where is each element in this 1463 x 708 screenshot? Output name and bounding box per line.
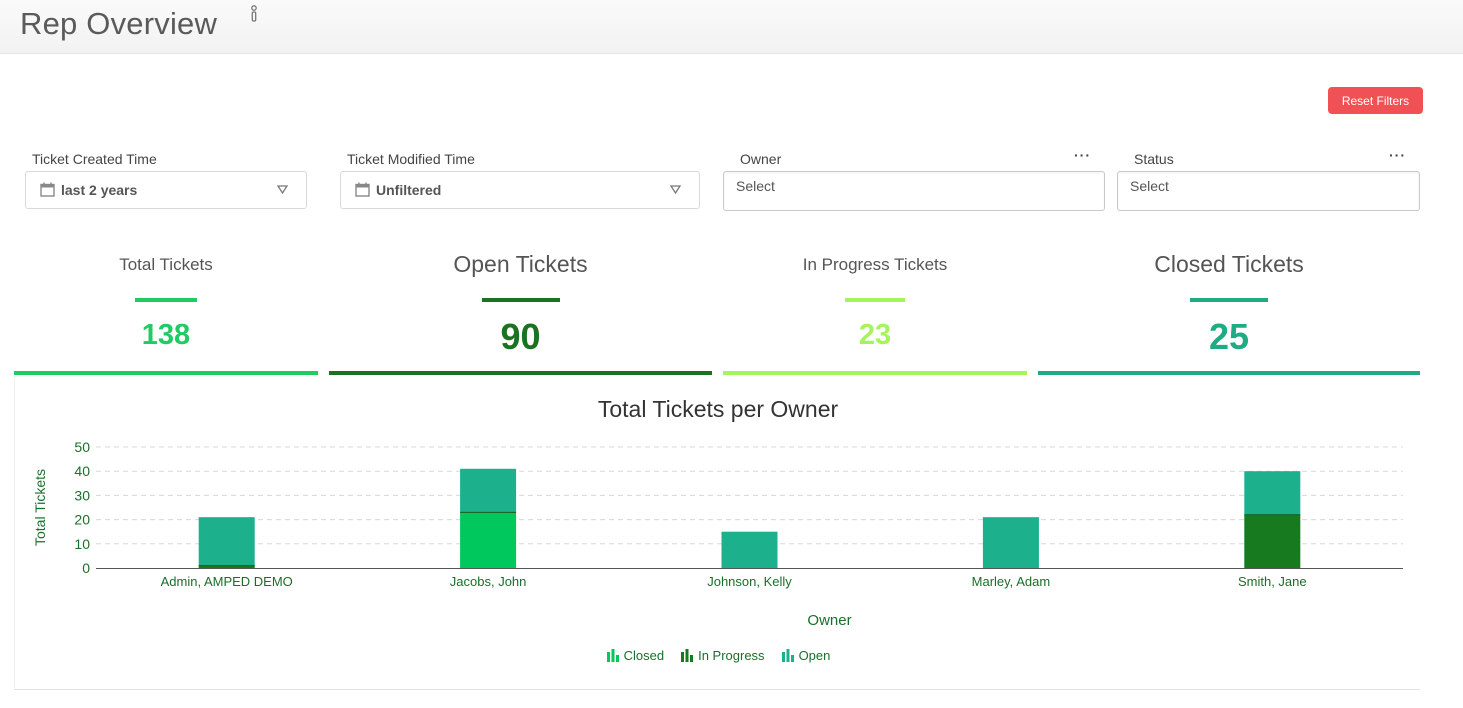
legend-item[interactable]: Closed — [606, 648, 664, 663]
bar-closed[interactable] — [460, 512, 517, 568]
page-title: Rep Overview — [20, 6, 218, 41]
kpi-value: 23 — [858, 319, 892, 351]
kpi-underline — [14, 371, 318, 375]
legend-item[interactable]: Open — [781, 648, 831, 663]
filter-label-status: Status — [1134, 151, 1174, 167]
x-tick-label: Marley, Adam — [972, 574, 1051, 589]
bar-open[interactable] — [198, 517, 255, 566]
owner-select[interactable]: Select — [723, 171, 1105, 211]
y-tick-label: 40 — [74, 463, 90, 479]
x-tick-label: Smith, Jane — [1238, 574, 1307, 589]
modified-time-dropdown[interactable]: Unfiltered — [340, 171, 700, 209]
x-tick-label: Johnson, Kelly — [707, 574, 792, 589]
created-time-dropdown[interactable]: last 2 years — [25, 171, 307, 209]
chart-legend: Closed In Progress Open — [15, 648, 1421, 663]
owner-more-icon[interactable]: ··· — [1074, 147, 1091, 163]
y-tick-label: 0 — [82, 560, 90, 576]
kpi-title: Open Tickets — [453, 251, 588, 277]
filter-label-created-time: Ticket Created Time — [32, 151, 157, 167]
kpi-underline — [723, 371, 1027, 375]
kpi-open-tickets[interactable]: Open Tickets 90 — [329, 245, 712, 375]
bar-open[interactable] — [460, 468, 517, 513]
bar-chart-icon — [681, 649, 694, 662]
legend-item[interactable]: In Progress — [680, 648, 765, 663]
chevron-down-icon — [670, 185, 681, 194]
legend-label: Closed — [623, 648, 665, 663]
owner-select-placeholder: Select — [736, 178, 775, 194]
filter-label-owner: Owner — [740, 151, 782, 167]
kpi-total-tickets[interactable]: Total Tickets 138 — [14, 245, 318, 375]
kpi-underline — [1038, 371, 1420, 375]
kpi-title: In Progress Tickets — [802, 255, 948, 274]
kpi-accent — [481, 298, 560, 302]
chevron-down-icon — [277, 185, 288, 194]
x-axis-title: Owner — [807, 612, 851, 629]
kpi-accent — [1190, 298, 1268, 302]
legend-label: Open — [798, 648, 831, 663]
kpi-title: Total Tickets — [119, 255, 213, 274]
kpi-in-progress-tickets[interactable]: In Progress Tickets 23 — [723, 245, 1027, 375]
info-icon[interactable] — [248, 4, 260, 24]
kpi-value: 138 — [141, 319, 191, 351]
bar-in-progress[interactable] — [1244, 514, 1301, 568]
y-tick-label: 30 — [74, 487, 90, 503]
y-tick-label: 50 — [74, 439, 90, 455]
modified-time-value: Unfiltered — [376, 182, 442, 198]
stacked-bar-chart[interactable]: 0 10 20 30 40 50 Admin, AMPED DEMO Jacobs, John… — [15, 378, 1421, 648]
page-header: Rep Overview — [0, 0, 1463, 54]
status-select[interactable]: Select — [1117, 171, 1420, 211]
x-tick-label: Admin, AMPED DEMO — [161, 574, 293, 589]
reset-filters-button[interactable]: Reset Filters — [1328, 87, 1423, 114]
status-select-placeholder: Select — [1130, 178, 1169, 194]
status-more-icon[interactable]: ··· — [1389, 147, 1406, 163]
chart-panel: Total Tickets per Owner 0 10 20 30 40 50 Admin… — [14, 378, 1420, 690]
bar-open[interactable] — [1244, 471, 1301, 515]
filter-label-modified-time: Ticket Modified Time — [347, 151, 475, 167]
bar-open[interactable] — [982, 517, 1039, 568]
bar-open[interactable] — [721, 531, 778, 568]
bar-chart-icon — [781, 649, 794, 662]
y-axis-title: Total Tickets — [32, 469, 48, 546]
kpi-accent — [845, 298, 905, 302]
y-tick-label: 20 — [74, 512, 90, 528]
kpi-closed-tickets[interactable]: Closed Tickets 25 — [1038, 245, 1420, 375]
x-tick-label: Jacobs, John — [450, 574, 527, 589]
legend-label: In Progress — [698, 648, 765, 663]
kpi-underline — [329, 371, 712, 375]
bar-in-progress[interactable] — [198, 565, 255, 568]
created-time-value: last 2 years — [61, 182, 138, 198]
chart-title: Total Tickets per Owner — [597, 396, 839, 422]
calendar-icon — [355, 182, 370, 197]
kpi-value: 25 — [1208, 316, 1250, 357]
bar-chart-icon — [606, 649, 619, 662]
calendar-icon — [40, 182, 55, 197]
y-tick-label: 10 — [74, 536, 90, 552]
kpi-title: Closed Tickets — [1154, 251, 1304, 277]
kpi-value: 90 — [500, 316, 541, 357]
kpi-accent — [135, 298, 197, 302]
